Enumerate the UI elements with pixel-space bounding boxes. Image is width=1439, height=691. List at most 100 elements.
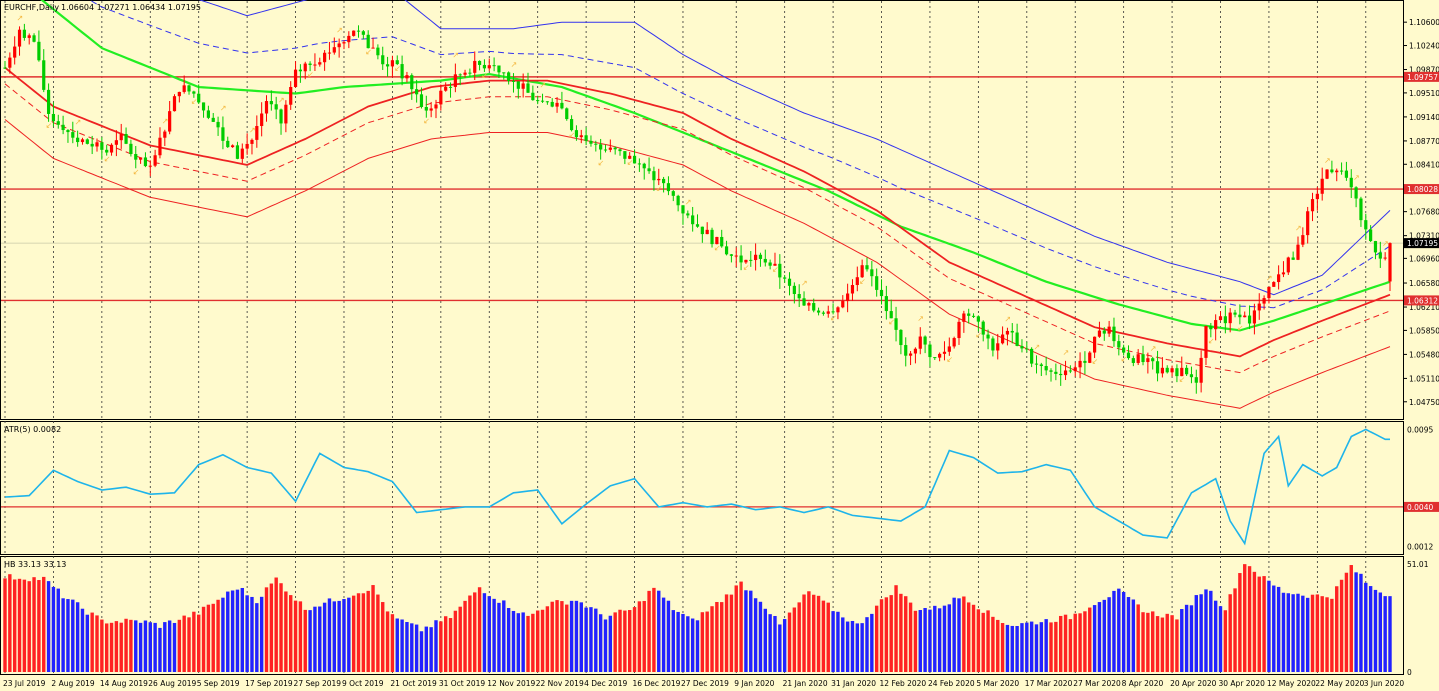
candle-body [1155,361,1160,374]
hb-bar [1286,593,1291,672]
candle-body [497,65,501,73]
price-pane [0,0,1404,420]
candle-body [1218,316,1223,321]
hb-bar [1097,602,1102,672]
price-tick-label: 1.05480 [1409,350,1439,359]
fractal-arrow: ↙ [859,277,866,286]
candle-body [1252,310,1257,324]
fractal-arrow: ↙ [743,263,750,272]
candle-body [662,178,666,184]
candle-body [971,315,976,317]
candle-body [1088,352,1092,363]
hb-bar [351,595,356,672]
hb-bar [1320,596,1324,672]
hb-bar [85,614,90,672]
candle-body [172,96,177,112]
candle-body [807,303,811,306]
candle-body [783,277,787,279]
candle-body [967,313,971,316]
candle-body [105,149,109,153]
hb-bar [1136,604,1140,672]
candle-body [1078,360,1082,368]
price-tick-label: 1.09870 [1409,66,1439,75]
candle-body [13,46,17,58]
hb-bar [598,614,603,672]
candle-body [884,296,888,312]
fractal-arrow: ↙ [1092,357,1099,366]
hb-bar [1151,611,1155,672]
candle-body [870,269,874,277]
time-label: 24 Feb 2020 [928,679,975,688]
hb-bar [1368,586,1373,672]
candle-body [894,318,898,330]
candle-body [163,131,167,138]
candle-body [27,35,31,38]
candle-body [332,47,336,53]
time-label: 17 Sep 2019 [245,679,293,688]
hb-bar [1305,597,1310,672]
hb-bar [80,608,85,672]
hb-bar [1010,625,1014,672]
level-price-box [1404,184,1439,195]
candle-body [758,254,763,259]
candle-body [226,140,230,148]
hb-bar [1276,586,1281,672]
hb-bar [327,598,332,672]
ma-blue-upper [198,0,1391,296]
candle-body [385,64,390,67]
hb-bar [448,618,453,672]
time-label: 5 Sep 2019 [197,679,240,688]
candle-body [1247,315,1252,324]
candle-body [632,155,637,164]
candle-body [1267,286,1271,299]
hb-bar [1213,600,1218,672]
hb-bar [690,618,695,672]
price-tick-label: 1.07680 [1409,208,1439,217]
hb-bar [259,596,264,672]
hb-bar [1039,622,1044,672]
hb-bar [274,577,278,672]
candle-body [652,171,656,181]
hb-bar [971,604,976,672]
hb-bar [1301,595,1305,672]
hb-bar [197,614,201,672]
symbol-label: EURCHF,Daily [4,3,59,12]
hb-bar [303,609,307,672]
fractal-arrow: ↗ [249,125,256,134]
hb-bar [1107,597,1111,672]
candle-body [681,205,685,214]
hb-bar [414,624,419,672]
candle-body [729,254,733,256]
hb-bar [3,578,7,672]
candle-body [1238,314,1242,318]
hb-bar [594,608,598,672]
hb-bar [763,608,767,672]
hb-bar [831,611,835,672]
hb-bar [1378,592,1383,672]
candle-body [647,168,651,172]
hb-bar [710,606,714,672]
candle-body [1005,330,1010,335]
candle-body [90,143,94,147]
candle-body [1049,370,1053,372]
candle-body [143,157,148,167]
hb-bar [652,587,656,672]
candle-body [676,195,680,206]
hb-bar [1354,572,1358,672]
hb-bar [27,581,31,672]
candle-body [1010,330,1014,333]
fractal-arrow: ↗ [220,103,227,112]
candle-body [327,52,332,54]
candle-body [899,329,903,346]
candle-body [138,157,143,160]
candle-body [754,254,758,261]
atr-pane [0,421,1404,555]
fractal-arrow: ↗ [1004,315,1011,324]
candle-body [1359,198,1363,221]
candle-body [860,265,864,278]
hb-bar [1262,576,1266,672]
candle-body [1320,178,1324,194]
candle-body [274,104,278,110]
fractal-arrow: ↙ [423,117,430,126]
